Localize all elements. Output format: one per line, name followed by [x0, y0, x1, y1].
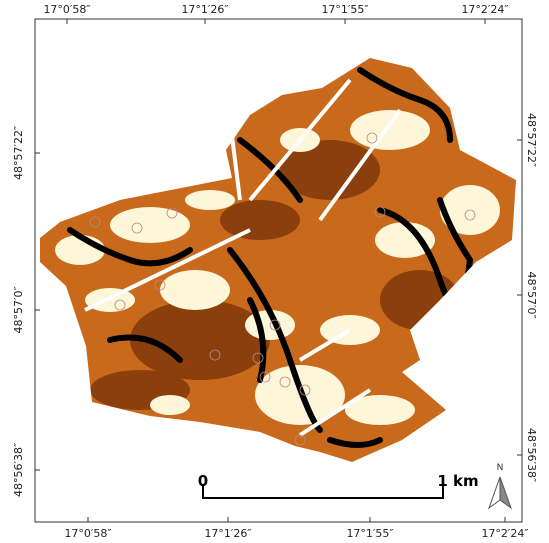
coordinate-label: 48°57′22″	[12, 126, 25, 180]
coordinate-label: 48°57′22″	[525, 113, 538, 167]
coordinate-label: 17°1′26″	[204, 527, 251, 540]
north-label: N	[497, 463, 504, 473]
coordinate-label: 17°0′58″	[43, 3, 90, 16]
coordinate-label: 17°0′58″	[64, 527, 111, 540]
scale-end: 1 km	[437, 472, 478, 490]
coordinate-label: 48°57′0″	[525, 271, 538, 318]
coordinate-label: 17°2′24″	[461, 3, 508, 16]
coordinate-label: 17°1′26″	[181, 3, 228, 16]
coordinate-label: 17°2′24″	[481, 527, 528, 540]
coordinate-label: 48°57′0″	[12, 286, 25, 333]
map-figure: 17°0′58″ 17°1′26″ 17°1′55″ 17°2′24″ 17°0′58″…	[0, 0, 549, 543]
coordinate-label: 17°1′55″	[346, 527, 393, 540]
coordinate-label: 48°56′38″	[525, 428, 538, 482]
coordinate-label: 17°1′55″	[321, 3, 368, 16]
coordinate-label: 48°56′38″	[12, 443, 25, 497]
scale-start: 0	[198, 472, 208, 490]
